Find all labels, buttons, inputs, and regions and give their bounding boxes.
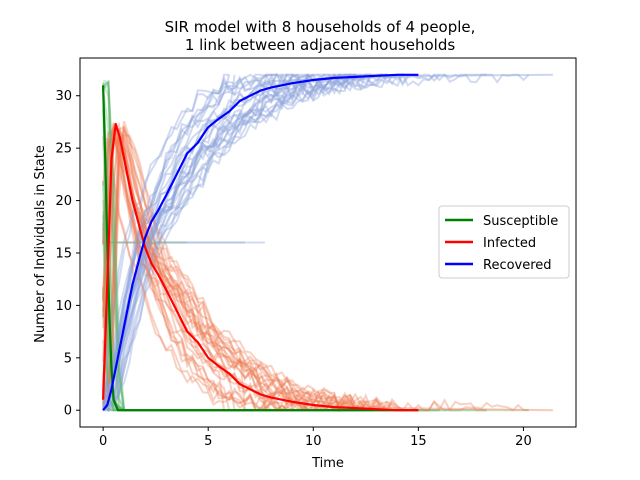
simulation-recovered-line — [102, 74, 373, 412]
simulation-infected-line — [103, 135, 287, 412]
simulation-infected-line — [102, 136, 351, 412]
chart-title-line-1: SIR model with 8 households of 4 people, — [165, 18, 476, 36]
simulation-recovered-line — [102, 73, 388, 411]
legend-frame — [438, 205, 570, 279]
simulation-infected-line — [102, 128, 314, 412]
simulation-recovered-line — [102, 72, 487, 402]
simulation-infected-line — [102, 122, 361, 413]
x-tick-label: 10 — [305, 434, 322, 449]
chart-title-line-2: 1 link between adjacent households — [185, 36, 456, 54]
simulation-infected-line — [102, 125, 372, 412]
simulation-recovered-line — [102, 73, 372, 405]
simulation-infected-line — [102, 130, 277, 412]
simulation-recovered-line — [102, 73, 356, 407]
simulation-infected-line — [102, 121, 403, 412]
plot-area — [102, 72, 553, 413]
simulation-recovered-line — [102, 74, 309, 411]
series-line-infected — [102, 122, 419, 412]
simulation-recovered-line — [102, 73, 351, 378]
legend-label-susceptible: Susceptible — [483, 214, 558, 229]
legend: Susceptible Infected Recovered — [438, 205, 570, 279]
y-tick-label: 10 — [55, 299, 72, 314]
simulation-recovered-line — [102, 73, 314, 411]
simulation-recovered-line — [102, 74, 294, 412]
simulation-recovered-line — [103, 74, 341, 407]
simulation-recovered-line — [102, 73, 351, 400]
simulation-infected-line — [102, 140, 309, 412]
simulation-infected-line — [102, 126, 341, 411]
simulation-recovered-line — [102, 73, 309, 383]
legend-label-infected: Infected — [483, 236, 536, 251]
simulation-infected-line — [102, 125, 230, 412]
simulation-recovered-line — [102, 73, 403, 411]
x-tick-label: 0 — [99, 434, 107, 449]
x-tick-label: 5 — [204, 434, 212, 449]
simulation-recovered-line — [102, 74, 309, 411]
legend-label-recovered: Recovered — [483, 258, 552, 273]
simulation-infected-line — [102, 127, 487, 413]
y-axis-label: Number of Individuals in State — [33, 145, 48, 343]
simulation-recovered-line — [102, 73, 277, 403]
axes-frame — [79, 57, 577, 428]
series-line-susceptible — [102, 85, 419, 412]
simulation-recovered-line — [102, 74, 231, 413]
simulation-recovered-line — [102, 73, 387, 393]
axes: 0 5 10 15 20 0 5 10 15 20 25 30 — [55, 57, 577, 449]
y-tick-label: 20 — [55, 194, 72, 209]
simulation-recovered-line — [102, 72, 403, 411]
simulation-infected-line — [102, 120, 529, 412]
simulation-infected-line — [102, 127, 309, 411]
simulation-infected-line — [102, 136, 231, 411]
simulation-infected-line — [102, 133, 373, 411]
simulation-infected-line — [102, 125, 388, 412]
x-tick-label: 20 — [515, 434, 532, 449]
y-tick-label: 0 — [64, 404, 72, 419]
simulation-recovered-line — [102, 73, 230, 401]
simulation-infected-line — [102, 126, 294, 411]
x-axis-label: Time — [311, 456, 344, 471]
y-tick-label: 5 — [64, 351, 72, 366]
simulation-recovered-line — [102, 73, 382, 399]
simulation-recovered-line — [103, 74, 236, 408]
series-line-recovered — [102, 73, 419, 411]
simulation-infected-line — [102, 128, 372, 413]
x-tick-label: 15 — [410, 434, 427, 449]
simulation-recovered-line — [102, 72, 530, 409]
y-tick-label: 30 — [55, 89, 72, 104]
y-tick-label: 25 — [55, 142, 72, 157]
simulation-infected-line — [103, 241, 246, 411]
y-tick-label: 15 — [55, 246, 72, 261]
